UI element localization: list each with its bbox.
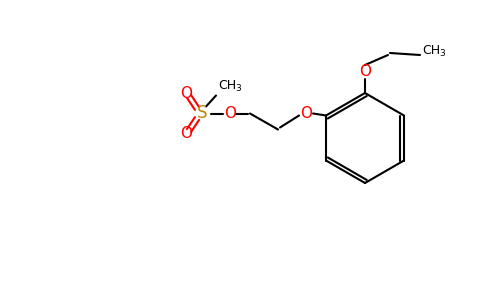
Text: O: O bbox=[180, 126, 192, 141]
Text: 3: 3 bbox=[439, 49, 445, 58]
Text: CH: CH bbox=[218, 79, 236, 92]
Text: 3: 3 bbox=[235, 84, 241, 93]
Text: CH: CH bbox=[422, 44, 440, 56]
Text: O: O bbox=[300, 106, 312, 121]
Text: S: S bbox=[197, 104, 207, 122]
Text: O: O bbox=[224, 106, 236, 121]
Text: O: O bbox=[359, 64, 371, 79]
Text: O: O bbox=[180, 86, 192, 101]
